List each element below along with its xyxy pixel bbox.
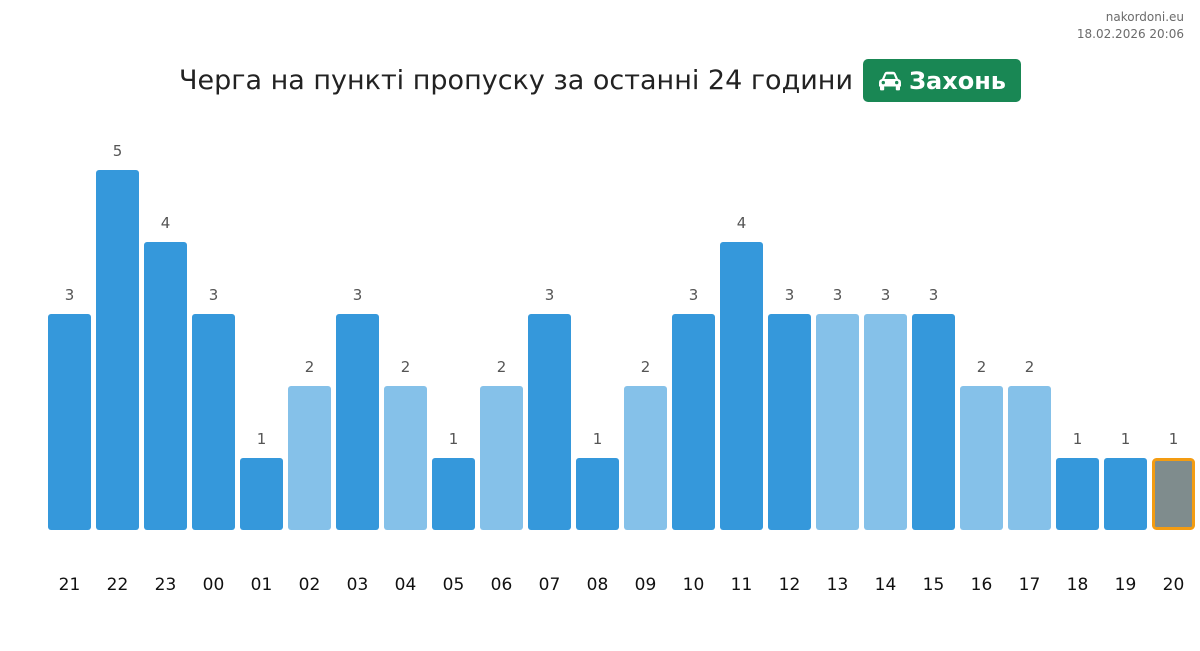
x-tick-label-19: 19 [1115, 575, 1137, 595]
data-label-13: 3 [833, 286, 843, 304]
bar-22 [96, 170, 139, 530]
x-tick-label-05: 05 [443, 575, 465, 595]
data-label-02: 2 [305, 358, 315, 376]
bar-13 [816, 314, 859, 530]
data-label-00: 3 [209, 286, 219, 304]
x-tick-label-11: 11 [731, 575, 753, 595]
bar-11 [720, 242, 763, 530]
x-tick-label-10: 10 [683, 575, 705, 595]
x-tick-label-09: 09 [635, 575, 657, 595]
x-tick-label-14: 14 [875, 575, 897, 595]
data-label-12: 3 [785, 286, 795, 304]
data-label-06: 2 [497, 358, 507, 376]
x-tick-label-06: 06 [491, 575, 513, 595]
data-label-01: 1 [257, 430, 267, 448]
car-icon [877, 70, 903, 92]
x-tick-label-22: 22 [107, 575, 129, 595]
data-label-07: 3 [545, 286, 555, 304]
site-domain: nakordoni.eu [1105, 10, 1184, 24]
x-tick-label-17: 17 [1019, 575, 1041, 595]
data-label-19: 1 [1121, 430, 1131, 448]
bar-08 [576, 458, 619, 530]
data-label-11: 4 [737, 214, 747, 232]
x-tick-label-03: 03 [347, 575, 369, 595]
data-label-18: 1 [1073, 430, 1083, 448]
x-tick-label-20: 20 [1163, 575, 1185, 595]
bar-15 [912, 314, 955, 530]
bar-20 [1152, 458, 1195, 530]
bar-01 [240, 458, 283, 530]
data-label-09: 2 [641, 358, 651, 376]
data-label-04: 2 [401, 358, 411, 376]
bar-02 [288, 386, 331, 530]
bar-19 [1104, 458, 1147, 530]
bar-10 [672, 314, 715, 530]
data-label-08: 1 [593, 430, 603, 448]
bar-07 [528, 314, 571, 530]
data-label-10: 3 [689, 286, 699, 304]
x-tick-label-04: 04 [395, 575, 417, 595]
data-label-21: 3 [65, 286, 75, 304]
bar-04 [384, 386, 427, 530]
data-label-14: 3 [881, 286, 891, 304]
x-tick-label-02: 02 [299, 575, 321, 595]
bar-14 [864, 314, 907, 530]
data-label-22: 5 [113, 142, 123, 160]
site-timestamp: 18.02.2026 20:06 [1076, 27, 1184, 41]
x-tick-label-16: 16 [971, 575, 993, 595]
x-tick-label-01: 01 [251, 575, 273, 595]
data-label-15: 3 [929, 286, 939, 304]
x-tick-label-15: 15 [923, 575, 945, 595]
bar-17 [1008, 386, 1051, 530]
bar-00 [192, 314, 235, 530]
bar-16 [960, 386, 1003, 530]
data-label-16: 2 [977, 358, 987, 376]
bar-12 [768, 314, 811, 530]
bar-09 [624, 386, 667, 530]
x-tick-label-08: 08 [587, 575, 609, 595]
data-label-20: 1 [1169, 430, 1179, 448]
x-tick-label-21: 21 [59, 575, 81, 595]
data-label-03: 3 [353, 286, 363, 304]
bar-03 [336, 314, 379, 530]
x-tick-label-13: 13 [827, 575, 849, 595]
x-tick-label-07: 07 [539, 575, 561, 595]
bar-18 [1056, 458, 1099, 530]
page-title: Черга на пункті пропуску за останні 24 г… [179, 65, 853, 96]
bar-23 [144, 242, 187, 530]
x-tick-label-23: 23 [155, 575, 177, 595]
checkpoint-name: Захонь [909, 66, 1006, 95]
data-label-05: 1 [449, 430, 459, 448]
header: Черга на пункті пропуску за останні 24 г… [0, 59, 1200, 102]
bar-21 [48, 314, 91, 530]
checkpoint-badge: Захонь [863, 59, 1021, 102]
x-tick-label-12: 12 [779, 575, 801, 595]
bar-05 [432, 458, 475, 530]
x-tick-label-18: 18 [1067, 575, 1089, 595]
data-label-17: 2 [1025, 358, 1035, 376]
x-tick-label-00: 00 [203, 575, 225, 595]
bar-06 [480, 386, 523, 530]
data-label-23: 4 [161, 214, 171, 232]
site-info: nakordoni.eu 18.02.2026 20:06 [1077, 9, 1184, 43]
